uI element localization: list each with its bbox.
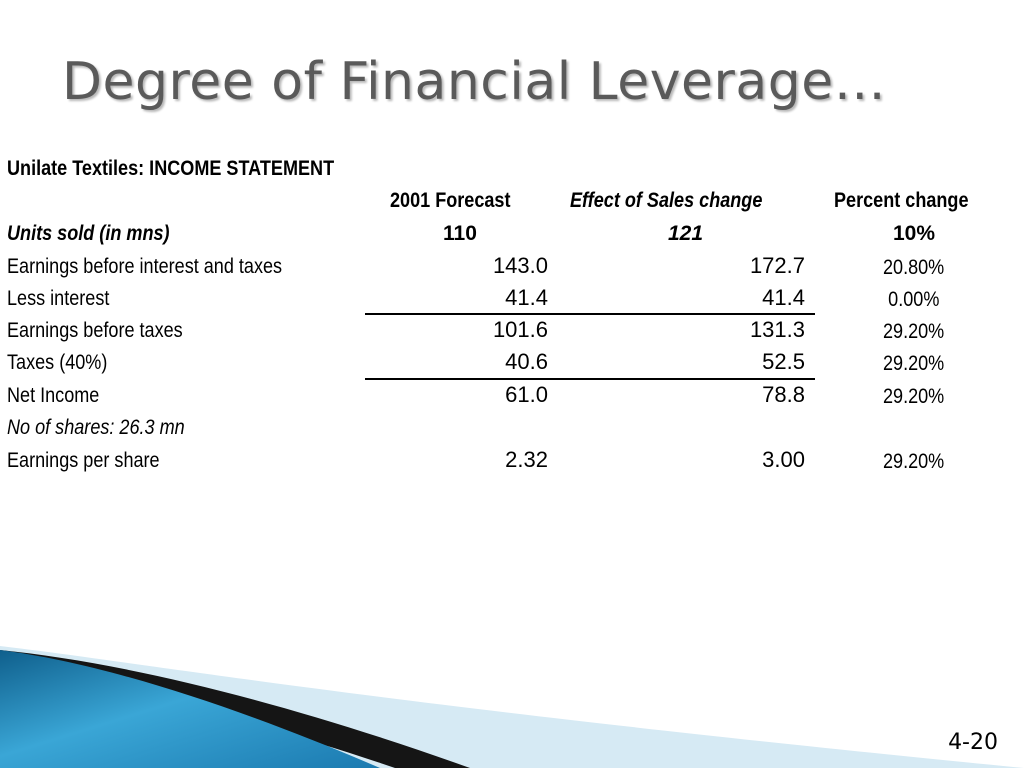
units-forecast: 110 (443, 222, 477, 245)
swoosh-light (0, 646, 1024, 768)
row-forecast: 41.4 (505, 285, 548, 310)
row-forecast: 101.6 (492, 317, 548, 342)
row-percent: 20.80% (882, 256, 945, 279)
subtotal-rule (365, 378, 815, 380)
row-label: Taxes (40%) (7, 351, 108, 374)
header-forecast: 2001 Forecast (390, 189, 511, 212)
row-effect: 52.5 (762, 349, 805, 374)
subtotal-rule (365, 313, 815, 315)
row-label: Earnings before taxes (7, 319, 183, 342)
header-effect: Effect of Sales change (570, 189, 763, 212)
row-forecast: 61.0 (505, 382, 548, 407)
eps-label: Earnings per share (7, 449, 160, 472)
row-effect: 172.7 (749, 253, 805, 278)
row-percent: 0.00% (888, 288, 940, 311)
row-percent: 29.20% (882, 352, 945, 375)
row-label: Earnings before interest and taxes (7, 255, 283, 278)
units-label: Units sold (in mns) (7, 222, 170, 245)
statement-title: Unilate Textiles: INCOME STATEMENT (7, 157, 335, 180)
row-effect: 78.8 (762, 382, 805, 407)
eps-effect: 3.00 (762, 447, 805, 472)
units-percent: 10% (893, 222, 936, 245)
eps-forecast: 2.32 (505, 447, 548, 472)
page-number: 4-20 (948, 730, 998, 755)
row-effect: 131.3 (749, 317, 805, 342)
swoosh-blue (0, 650, 380, 768)
swoosh-dark (0, 650, 470, 768)
header-percent: Percent change (834, 189, 969, 212)
slide-title: Degree of Financial Leverage… (62, 52, 887, 112)
row-forecast: 143.0 (492, 253, 548, 278)
row-label: Less interest (7, 287, 110, 310)
row-label: Net Income (7, 384, 100, 407)
row-percent: 29.20% (882, 320, 945, 343)
row-forecast: 40.6 (505, 349, 548, 374)
shares-note: No of shares: 26.3 mn (7, 416, 185, 439)
row-percent: 29.20% (882, 385, 945, 408)
row-effect: 41.4 (762, 285, 805, 310)
units-effect: 121 (668, 222, 704, 245)
eps-percent: 29.20% (882, 450, 945, 473)
